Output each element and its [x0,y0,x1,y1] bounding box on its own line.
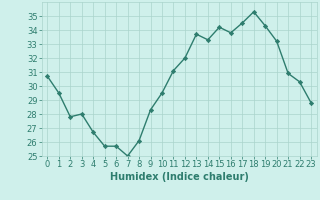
X-axis label: Humidex (Indice chaleur): Humidex (Indice chaleur) [110,172,249,182]
